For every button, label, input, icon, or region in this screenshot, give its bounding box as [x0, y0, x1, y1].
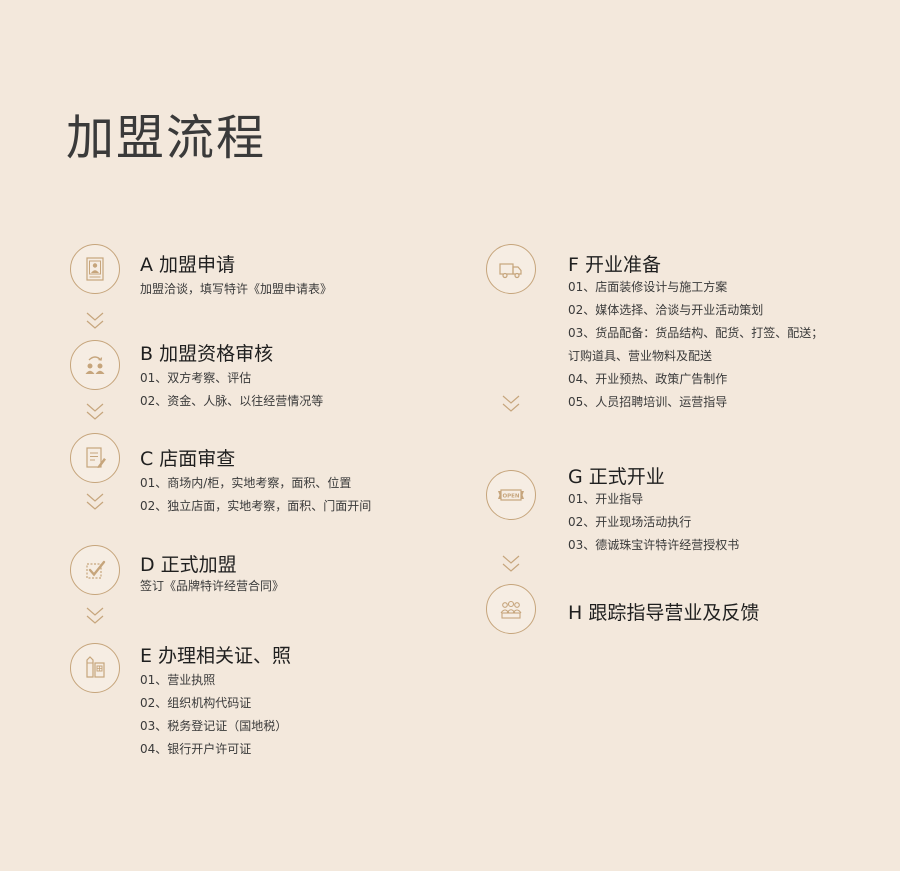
pencil-document-icon: [86, 656, 105, 678]
step-c-title: C 店面审查: [140, 448, 236, 470]
page-title: 加盟流程: [66, 110, 267, 166]
step-f-details: 01、店面装修设计与施工方案 02、媒体选择、洽谈与开业活动策划 03、货品配备…: [568, 276, 823, 414]
delivery-truck-icon: [499, 263, 522, 279]
step-b-line-2: 02、资金、人脉、以往经营情况等: [140, 394, 324, 408]
chevron-down-icon: [502, 394, 520, 414]
people-exchange-icon: [85, 356, 105, 374]
application-form-icon: [86, 257, 104, 281]
step-f-line-5: 04、开业预热、政策广告制作: [568, 372, 728, 386]
step-b-icon-circle: [70, 340, 120, 390]
step-c-line-1: 01、商场内/柜，实地考察，面积、位置: [140, 476, 352, 490]
step-g-line-3: 03、德诚珠宝许特许经营授权书: [568, 538, 740, 552]
step-h-icon-circle: [486, 584, 536, 634]
step-a-details: 加盟洽谈，填写特许《加盟申请表》: [140, 278, 332, 301]
step-f-line-1: 01、店面装修设计与施工方案: [568, 280, 728, 294]
document-edit-icon: [86, 447, 106, 468]
step-f-line-2: 02、媒体选择、洽谈与开业活动策划: [568, 303, 764, 317]
chevron-down-icon: [86, 606, 104, 626]
step-e-details: 01、营业执照 02、组织机构代码证 03、税务登记证（国地税） 04、银行开户…: [140, 669, 287, 761]
step-g-icon-circle: OPEN: [486, 470, 536, 520]
step-c-icon-circle: [70, 433, 120, 483]
step-d-line-1: 签订《品牌特许经营合同》: [140, 579, 285, 593]
step-f-title: F 开业准备: [568, 254, 661, 276]
step-e-line-4: 04、银行开户许可证: [140, 742, 252, 756]
step-f-line-3: 03、货品配备：货品结构、配货、打签、配送；: [568, 326, 824, 340]
step-c-line-2: 02、独立店面，实地考察，面积、门面开间: [140, 499, 372, 513]
step-g-line-1: 01、开业指导: [568, 492, 644, 506]
team-group-icon: [500, 600, 522, 619]
step-b-line-1: 01、双方考察、评估: [140, 371, 252, 385]
step-f-icon-circle: [486, 244, 536, 294]
chevron-down-icon: [86, 402, 104, 422]
step-f-line-4: 订购道具、营业物料及配送: [568, 349, 713, 363]
step-e-line-3: 03、税务登记证（国地税）: [140, 719, 288, 733]
step-g-line-2: 02、开业现场活动执行: [568, 515, 692, 529]
step-d-icon-circle: [70, 545, 120, 595]
checkbox-icon: [86, 560, 106, 579]
chevron-down-icon: [502, 554, 520, 574]
step-h-title: H 跟踪指导营业及反馈: [568, 602, 760, 624]
step-e-line-1: 01、营业执照: [140, 673, 216, 687]
open-ribbon-icon: OPEN: [498, 489, 524, 501]
step-a-icon-circle: [70, 244, 120, 294]
step-b-title: B 加盟资格审核: [140, 343, 274, 365]
step-d-title: D 正式加盟: [140, 554, 237, 576]
step-e-title: E 办理相关证、照: [140, 645, 292, 667]
step-e-line-2: 02、组织机构代码证: [140, 696, 252, 710]
step-g-title: G 正式开业: [568, 466, 665, 488]
step-d-details: 签订《品牌特许经营合同》: [140, 575, 284, 598]
chevron-down-icon: [86, 311, 104, 331]
step-c-details: 01、商场内/柜，实地考察，面积、位置 02、独立店面，实地考察，面积、门面开间: [140, 472, 371, 518]
step-a-line-1: 加盟洽谈，填写特许《加盟申请表》: [140, 282, 333, 296]
step-f-line-6: 05、人员招聘培训、运营指导: [568, 395, 728, 409]
step-g-details: 01、开业指导 02、开业现场活动执行 03、德诚珠宝许特许经营授权书: [568, 488, 739, 557]
chevron-down-icon: [86, 492, 104, 512]
step-b-details: 01、双方考察、评估 02、资金、人脉、以往经营情况等: [140, 367, 323, 413]
step-e-icon-circle: [70, 643, 120, 693]
step-a-title: A 加盟申请: [140, 254, 236, 276]
open-ribbon-text: OPEN: [502, 493, 519, 499]
